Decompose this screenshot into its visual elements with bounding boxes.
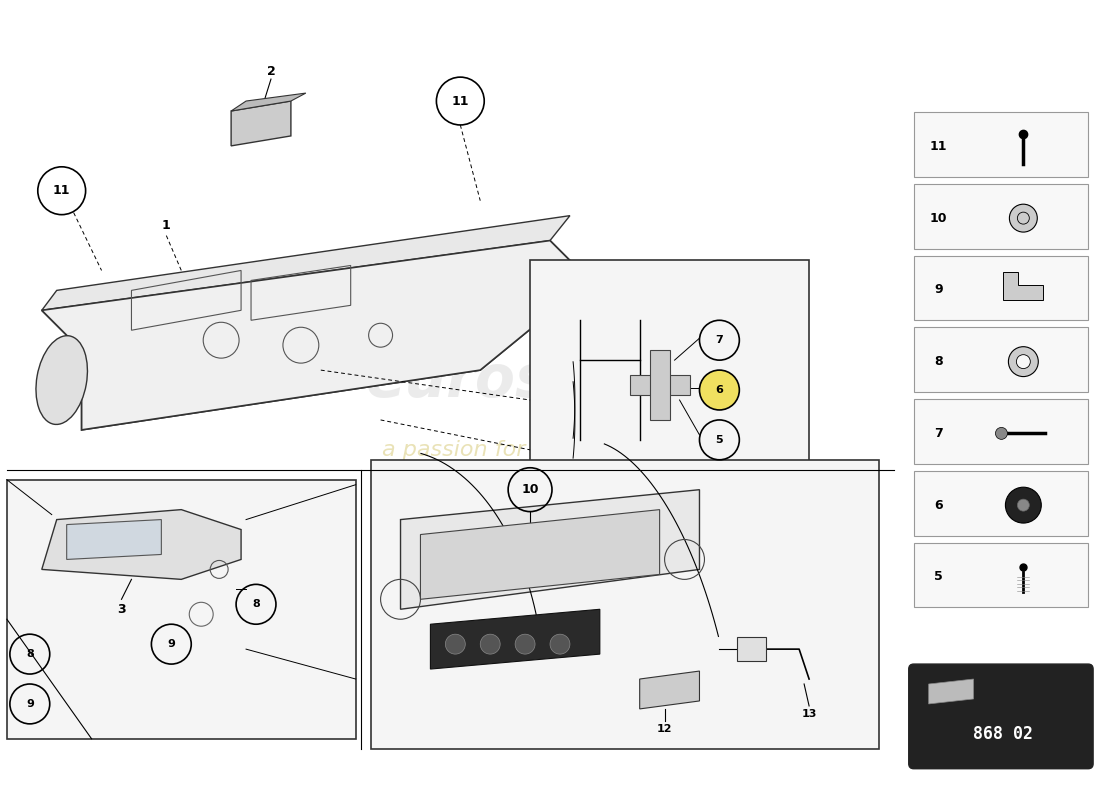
- Text: 5: 5: [934, 570, 943, 583]
- Ellipse shape: [36, 336, 87, 425]
- Circle shape: [1009, 346, 1038, 377]
- Circle shape: [515, 634, 535, 654]
- Text: 5: 5: [716, 435, 723, 445]
- Text: 9: 9: [934, 283, 943, 296]
- Text: 8: 8: [252, 599, 260, 610]
- Text: 4: 4: [556, 622, 564, 636]
- FancyBboxPatch shape: [914, 470, 1088, 535]
- Polygon shape: [629, 375, 690, 395]
- Polygon shape: [1003, 272, 1043, 300]
- Text: 3: 3: [118, 602, 125, 616]
- Polygon shape: [640, 671, 700, 709]
- FancyBboxPatch shape: [914, 542, 1088, 607]
- FancyBboxPatch shape: [530, 261, 810, 490]
- Text: 12: 12: [657, 724, 672, 734]
- Text: a passion for parts since 1985: a passion for parts since 1985: [382, 440, 718, 460]
- Text: 11: 11: [452, 94, 469, 107]
- Text: 2: 2: [266, 65, 275, 78]
- FancyBboxPatch shape: [737, 637, 767, 661]
- Polygon shape: [231, 101, 290, 146]
- Polygon shape: [67, 519, 162, 559]
- Polygon shape: [650, 350, 670, 420]
- Text: 1: 1: [162, 219, 170, 232]
- Text: 10: 10: [930, 212, 947, 225]
- Text: eurospares: eurospares: [365, 351, 735, 409]
- Polygon shape: [42, 241, 590, 430]
- FancyBboxPatch shape: [914, 112, 1088, 177]
- Text: 9: 9: [26, 699, 34, 709]
- Text: 11: 11: [53, 184, 70, 198]
- Circle shape: [1005, 487, 1042, 523]
- Text: 9: 9: [167, 639, 175, 649]
- Text: 6: 6: [934, 498, 943, 512]
- FancyBboxPatch shape: [7, 480, 355, 739]
- Text: 8: 8: [26, 649, 34, 659]
- Polygon shape: [928, 679, 974, 704]
- FancyBboxPatch shape: [914, 399, 1088, 464]
- Text: 11: 11: [930, 140, 947, 153]
- Text: 8: 8: [934, 355, 943, 368]
- FancyBboxPatch shape: [914, 184, 1088, 249]
- Circle shape: [1010, 204, 1037, 232]
- Text: 7: 7: [715, 335, 724, 346]
- Polygon shape: [42, 216, 570, 310]
- Circle shape: [1016, 354, 1031, 369]
- Circle shape: [996, 427, 1008, 439]
- Circle shape: [700, 370, 739, 410]
- Text: 868 02: 868 02: [974, 725, 1033, 743]
- Polygon shape: [42, 510, 241, 579]
- Polygon shape: [400, 490, 700, 610]
- Text: 10: 10: [521, 483, 539, 496]
- Circle shape: [446, 634, 465, 654]
- Polygon shape: [231, 93, 306, 111]
- Circle shape: [550, 634, 570, 654]
- Text: 7: 7: [934, 427, 943, 440]
- FancyBboxPatch shape: [914, 327, 1088, 392]
- Text: 6: 6: [715, 385, 724, 395]
- Polygon shape: [420, 510, 660, 599]
- FancyBboxPatch shape: [909, 664, 1093, 769]
- Circle shape: [1018, 499, 1030, 511]
- FancyBboxPatch shape: [914, 255, 1088, 320]
- Polygon shape: [430, 610, 600, 669]
- Text: 13: 13: [802, 709, 817, 719]
- FancyBboxPatch shape: [371, 460, 879, 749]
- Circle shape: [481, 634, 500, 654]
